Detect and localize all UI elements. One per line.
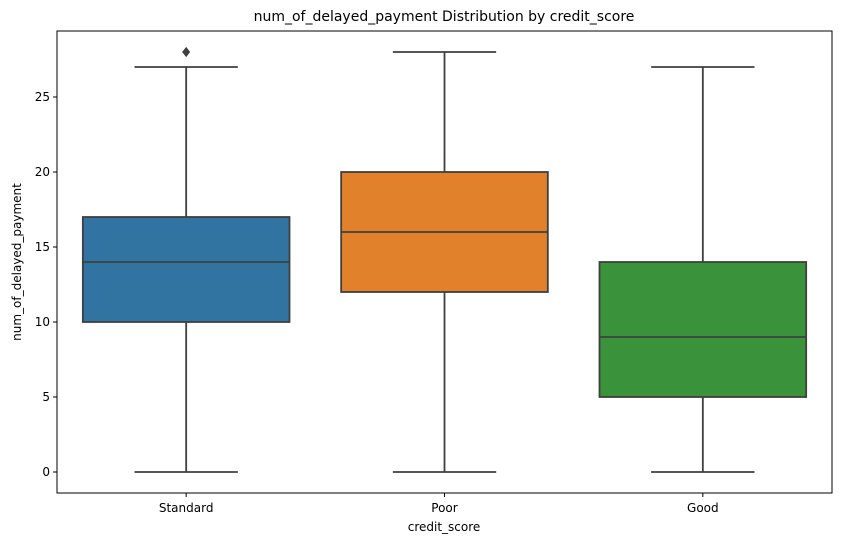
box-group-good (598, 66, 808, 473)
outlier-point (182, 46, 191, 58)
x-tick-label: Standard (159, 501, 214, 515)
iqr-box (598, 261, 808, 398)
x-axis-label: credit_score (408, 520, 481, 534)
y-tick-label: 0 (42, 465, 50, 479)
chart-title: num_of_delayed_payment Distribution by c… (254, 9, 635, 25)
y-tick-label: 20 (35, 165, 50, 179)
y-tick-label: 15 (35, 240, 50, 254)
y-axis: 0 5 10 15 20 25 (35, 90, 57, 479)
x-tick-label: Poor (431, 501, 457, 515)
y-axis-label: num_of_delayed_payment (10, 183, 24, 341)
box-group-poor (340, 51, 549, 473)
box-group-standard (81, 46, 291, 473)
iqr-box (81, 216, 291, 323)
x-tick-label: Good (687, 501, 719, 515)
y-tick-label: 10 (35, 315, 50, 329)
plot-area (56, 30, 833, 494)
y-tick-label: 5 (42, 390, 50, 404)
y-tick-label: 25 (35, 90, 50, 104)
x-axis: Standard Poor Good (159, 493, 719, 515)
